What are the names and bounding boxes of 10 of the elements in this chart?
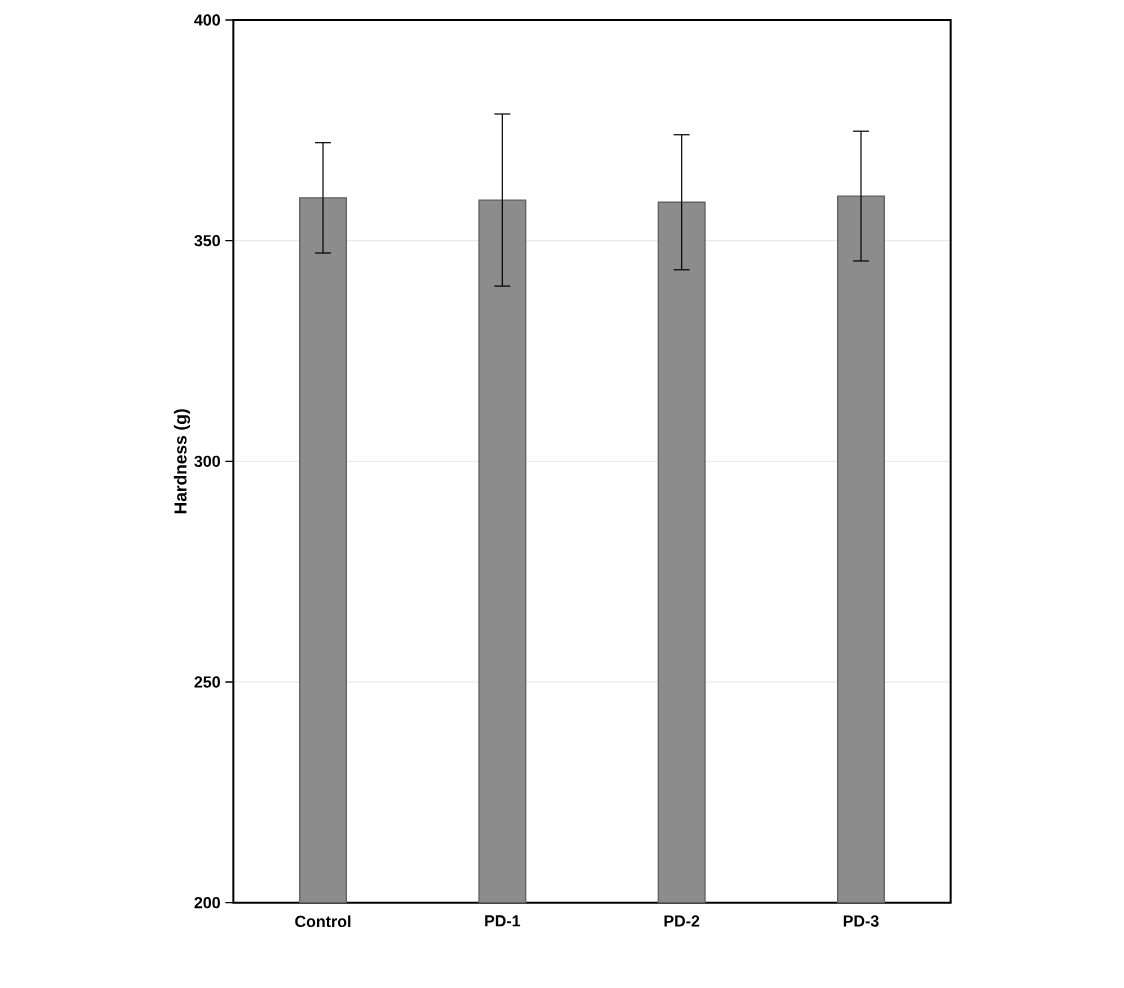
y-tick-label: 200 (194, 896, 220, 909)
y-tick-label: 250 (194, 676, 220, 688)
x-tick-label: PD-1 (485, 915, 521, 927)
y-tick-label: 300 (194, 455, 220, 467)
x-tick-label: PD-2 (664, 915, 700, 927)
y-axis-title: Hardness (g) (173, 409, 191, 514)
x-tick-label: Control (295, 915, 351, 928)
x-tick-label: PD-3 (843, 915, 879, 927)
y-tick-label: 400 (194, 14, 220, 26)
y-tick-label: 350 (194, 234, 220, 247)
